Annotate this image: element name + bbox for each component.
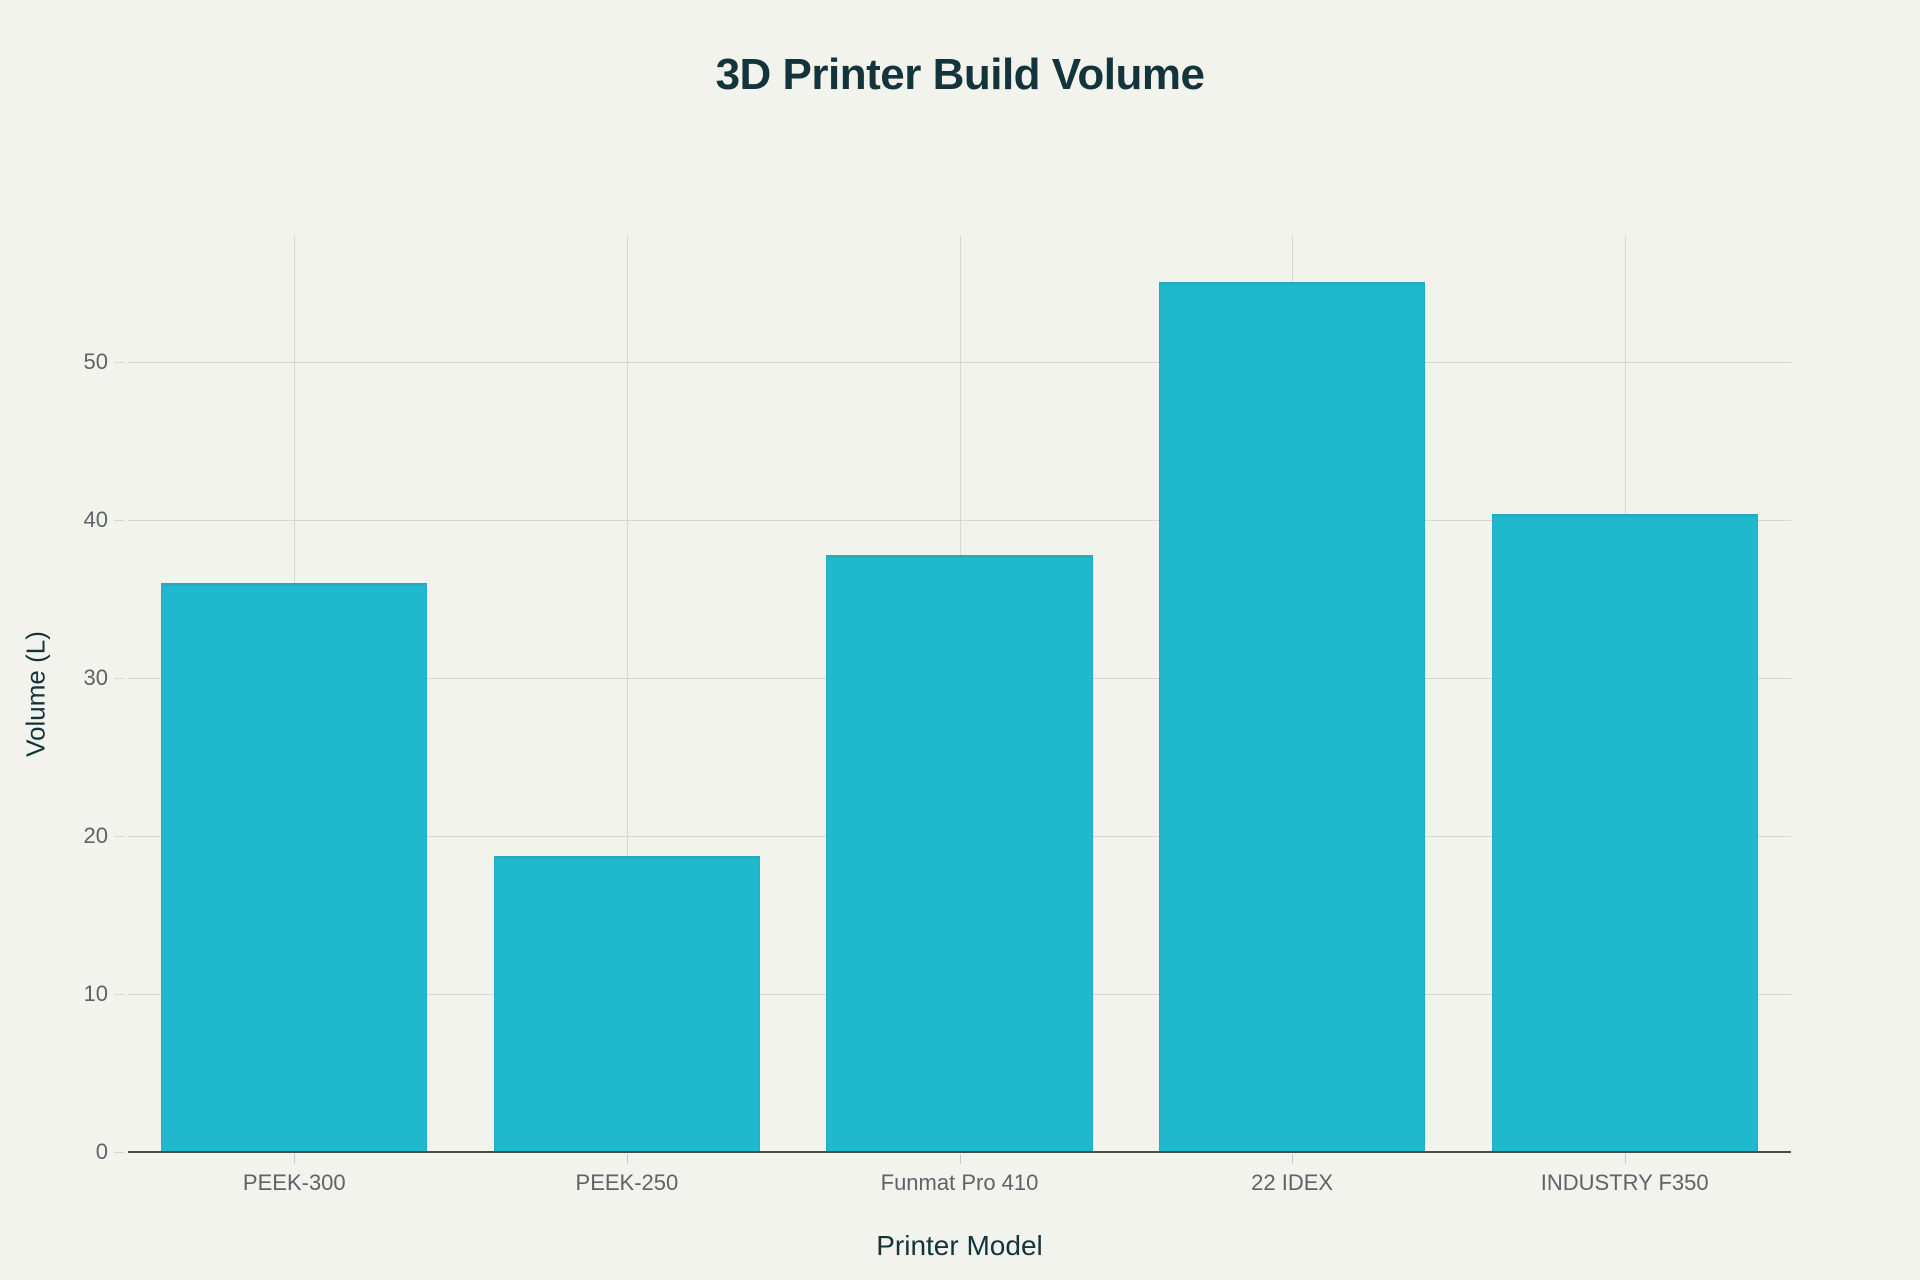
x-tick-mark [626,1154,628,1164]
y-axis-title: Volume (L) [20,631,51,757]
bar-22-idex[interactable] [1159,281,1426,1152]
x-tick-label: PEEK-250 [575,1170,679,1195]
x-tick-mark [1624,1154,1626,1164]
bar-peek-300[interactable] [161,583,428,1152]
y-tick-label: 40 [83,507,108,533]
chart-title: 3D Printer Build Volume [715,50,1205,99]
x-gridline [626,236,628,1152]
x-tick-mark [294,1154,296,1164]
x-tick-label: PEEK-300 [242,1170,346,1195]
y-tick-label: 50 [83,349,108,375]
y-tick-label: 10 [83,981,108,1007]
y-tick-label: 20 [83,823,108,849]
y-tick-label: 0 [95,1139,108,1164]
y-tick-mark [114,678,124,680]
x-axis-title: Printer Model [876,1230,1043,1261]
x-axis-line [128,1151,1791,1153]
plot-area: 0 10 20 30 40 50 PEEK-300 PEEK-250 Funmat Pro 41… [84,236,1791,1195]
y-tick-mark [114,362,124,364]
bar-peek-250[interactable] [493,855,760,1152]
x-tick-label: Funmat Pro 410 [880,1170,1039,1195]
x-tick-mark [1292,1154,1294,1164]
y-tick-mark [114,836,124,838]
y-tick-label: 30 [83,665,108,691]
x-tick-label: 22 IDEX [1251,1170,1334,1195]
bar-industry-f350[interactable] [1491,513,1758,1152]
y-tick-mark [114,520,124,522]
bar-funmat-pro-410[interactable] [826,555,1093,1152]
y-tick-mark [114,994,124,996]
x-tick-mark [959,1154,961,1164]
x-tick-label: INDUSTRY F350 [1540,1170,1709,1195]
y-tick-mark [114,1152,124,1153]
